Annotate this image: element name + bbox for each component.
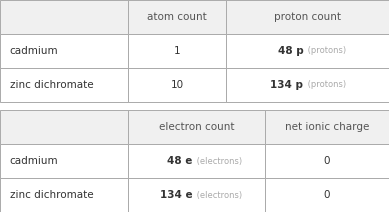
Text: zinc dichromate: zinc dichromate — [10, 80, 93, 90]
Bar — [265, 144, 389, 178]
Text: (electrons): (electrons) — [194, 157, 243, 166]
Text: 48 p: 48 p — [278, 46, 303, 56]
Text: 10: 10 — [170, 80, 184, 90]
Text: electron count: electron count — [159, 122, 234, 132]
Bar — [128, 34, 226, 68]
Text: 48 e: 48 e — [167, 156, 193, 166]
Bar — [128, 68, 226, 102]
Text: (protons): (protons) — [305, 46, 347, 55]
Bar — [0, 0, 128, 34]
Bar — [128, 144, 265, 178]
Bar — [226, 0, 389, 34]
Text: (protons): (protons) — [305, 80, 347, 89]
Text: 134 e: 134 e — [160, 190, 193, 200]
Text: proton count: proton count — [274, 12, 341, 22]
Bar — [226, 68, 389, 102]
Text: zinc dichromate: zinc dichromate — [10, 190, 93, 200]
Bar — [0, 34, 128, 68]
Text: net ionic charge: net ionic charge — [285, 122, 369, 132]
Text: (electrons): (electrons) — [194, 191, 243, 199]
Text: 0: 0 — [324, 190, 330, 200]
Bar — [226, 34, 389, 68]
Text: cadmium: cadmium — [10, 46, 58, 56]
Text: 134 p: 134 p — [270, 80, 303, 90]
Bar — [128, 178, 265, 212]
Bar — [0, 110, 128, 144]
Text: 1: 1 — [173, 46, 180, 56]
Text: atom count: atom count — [147, 12, 207, 22]
Bar — [0, 178, 128, 212]
Bar — [0, 144, 128, 178]
Bar — [128, 0, 226, 34]
Bar — [0, 68, 128, 102]
Bar — [265, 110, 389, 144]
Text: cadmium: cadmium — [10, 156, 58, 166]
Bar — [265, 178, 389, 212]
Bar — [128, 110, 265, 144]
Text: 0: 0 — [324, 156, 330, 166]
